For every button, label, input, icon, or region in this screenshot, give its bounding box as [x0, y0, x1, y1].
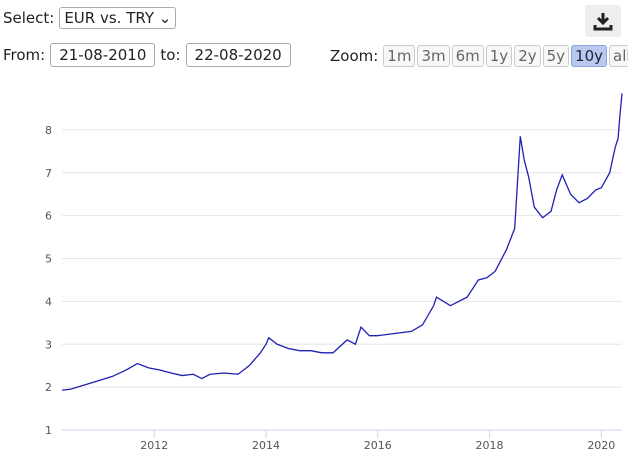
zoom-label: Zoom: — [330, 47, 379, 65]
from-value: 21-08-2010 — [59, 46, 147, 64]
y-tick-label: 3 — [45, 338, 52, 351]
y-tick-label: 6 — [45, 210, 52, 223]
zoom-button[interactable]: 5y — [542, 45, 570, 67]
x-tick-label: 2020 — [587, 439, 615, 452]
select-label: Select: — [3, 9, 55, 27]
zoom-button[interactable]: 1m — [383, 45, 416, 67]
from-input[interactable]: 21-08-2010 — [50, 43, 156, 67]
line — [61, 93, 623, 391]
y-tick-label: 8 — [45, 124, 52, 137]
y-tick-label: 1 — [45, 424, 52, 437]
x-tick-label: 2014 — [252, 439, 280, 452]
zoom-button[interactable]: 1y — [485, 45, 513, 67]
range-row: From: 21-08-2010 to: 22-08-2020 — [3, 43, 296, 67]
zoom-button[interactable]: 2y — [514, 45, 541, 67]
y-tick-label: 7 — [45, 167, 52, 180]
zoom-button[interactable]: 10y — [571, 45, 607, 67]
zoom-button[interactable]: 6m — [451, 45, 484, 67]
y-tick-label: 5 — [45, 253, 52, 266]
download-icon — [593, 13, 613, 31]
x-tick-label: 2012 — [140, 439, 168, 452]
zoom-button[interactable]: all — [609, 45, 628, 67]
select-row: Select: EUR vs. TRY ⌄ — [3, 7, 181, 29]
from-label: From: — [3, 46, 46, 64]
to-label: to: — [160, 46, 181, 64]
select-box[interactable]: EUR vs. TRY ⌄ — [59, 7, 177, 29]
x-tick-label: 2018 — [476, 439, 504, 452]
select-value: EUR vs. TRY — [64, 9, 154, 27]
download-button[interactable] — [585, 5, 621, 37]
y-tick-label: 2 — [45, 381, 52, 394]
x-tick-label: 2016 — [364, 439, 392, 452]
zoom-button[interactable]: 3m — [417, 45, 450, 67]
to-value: 22-08-2020 — [194, 46, 282, 64]
to-input[interactable]: 22-08-2020 — [185, 43, 291, 67]
zoom-row: Zoom: 1m3m6m1y2y5y10yall — [330, 45, 628, 67]
y-tick-label: 4 — [45, 295, 52, 308]
